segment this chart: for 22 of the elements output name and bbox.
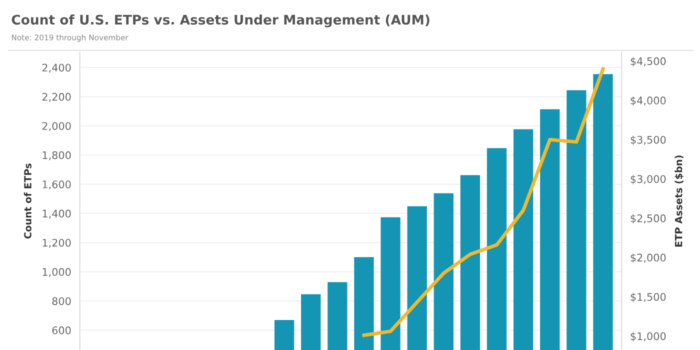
y2-tick-label: $4,000: [630, 96, 666, 106]
y2-tick-label: $4,500: [630, 57, 666, 67]
y2-tick-label: $3,500: [630, 136, 666, 146]
y-tick-label: 1,200: [42, 238, 71, 248]
y-tick-label: 600: [52, 326, 71, 334]
y2-tick-label: $3,000: [630, 174, 666, 184]
y-tick-label: 1,600: [42, 180, 71, 190]
line-series: [362, 67, 605, 337]
y2-tick-label: $2,000: [630, 253, 666, 263]
y-tick-label: 1,400: [42, 210, 71, 219]
y2-tick-label: $2,500: [630, 214, 666, 224]
y2-tick-label: $1,000: [630, 332, 666, 342]
y-tick-label: 1,000: [42, 268, 71, 277]
y-axis-title: Count of ETPs: [24, 164, 32, 239]
y-tick-label: 2,200: [42, 92, 71, 102]
y-tick-label: 1,800: [42, 151, 71, 160]
y2-tick-label: $1,500: [630, 292, 666, 302]
y-tick-label: 2,000: [42, 122, 71, 132]
y2-axis-title: ETP Assets ($bn): [674, 155, 684, 247]
y-tick-label: 800: [52, 297, 71, 306]
y-tick-label: 2,400: [42, 64, 71, 73]
chart-title: Count of U.S. ETPs vs. Assets Under Management (AUM): [12, 14, 430, 28]
